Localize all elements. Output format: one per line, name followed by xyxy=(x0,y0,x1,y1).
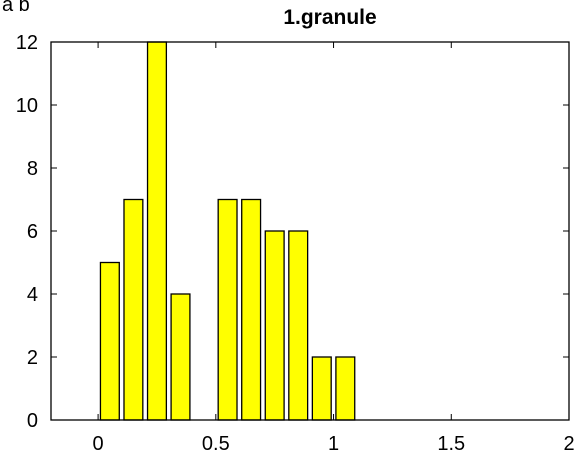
y-tick-label-5: 10 xyxy=(16,95,38,117)
bar-8 xyxy=(288,230,309,421)
ticks-group xyxy=(51,41,570,421)
bar-7 xyxy=(264,230,285,421)
x-tick-label-1: 0.5 xyxy=(202,433,230,455)
bar-10 xyxy=(335,356,356,421)
x-tick-label-0: 0 xyxy=(93,433,104,455)
bar-5 xyxy=(217,198,238,421)
bar-2 xyxy=(146,41,168,421)
corner-label: a b xyxy=(2,0,30,16)
tick-labels-group: 0 0.5 1 1.5 2 0 2 4 6 8 10 12 xyxy=(16,32,575,455)
y-tick-label-4: 8 xyxy=(27,158,38,180)
y-tick-label-1: 2 xyxy=(27,347,38,369)
y-tick-label-6: 12 xyxy=(16,32,38,54)
chart-title: 1.granule xyxy=(283,6,377,29)
bar-1 xyxy=(123,198,144,421)
y-tick-label-3: 6 xyxy=(27,221,38,243)
bars-group xyxy=(99,41,356,421)
y-tick-label-2: 4 xyxy=(27,284,38,306)
x-tick-label-2: 1 xyxy=(328,433,339,455)
x-tick-label-4: 2 xyxy=(563,433,574,455)
bar-6 xyxy=(241,198,262,421)
bar-0 xyxy=(99,261,120,421)
x-tick-label-3: 1.5 xyxy=(437,433,465,455)
bar-3 xyxy=(170,293,191,421)
y-tick-label-0: 0 xyxy=(27,410,38,432)
bar-9 xyxy=(311,356,332,421)
